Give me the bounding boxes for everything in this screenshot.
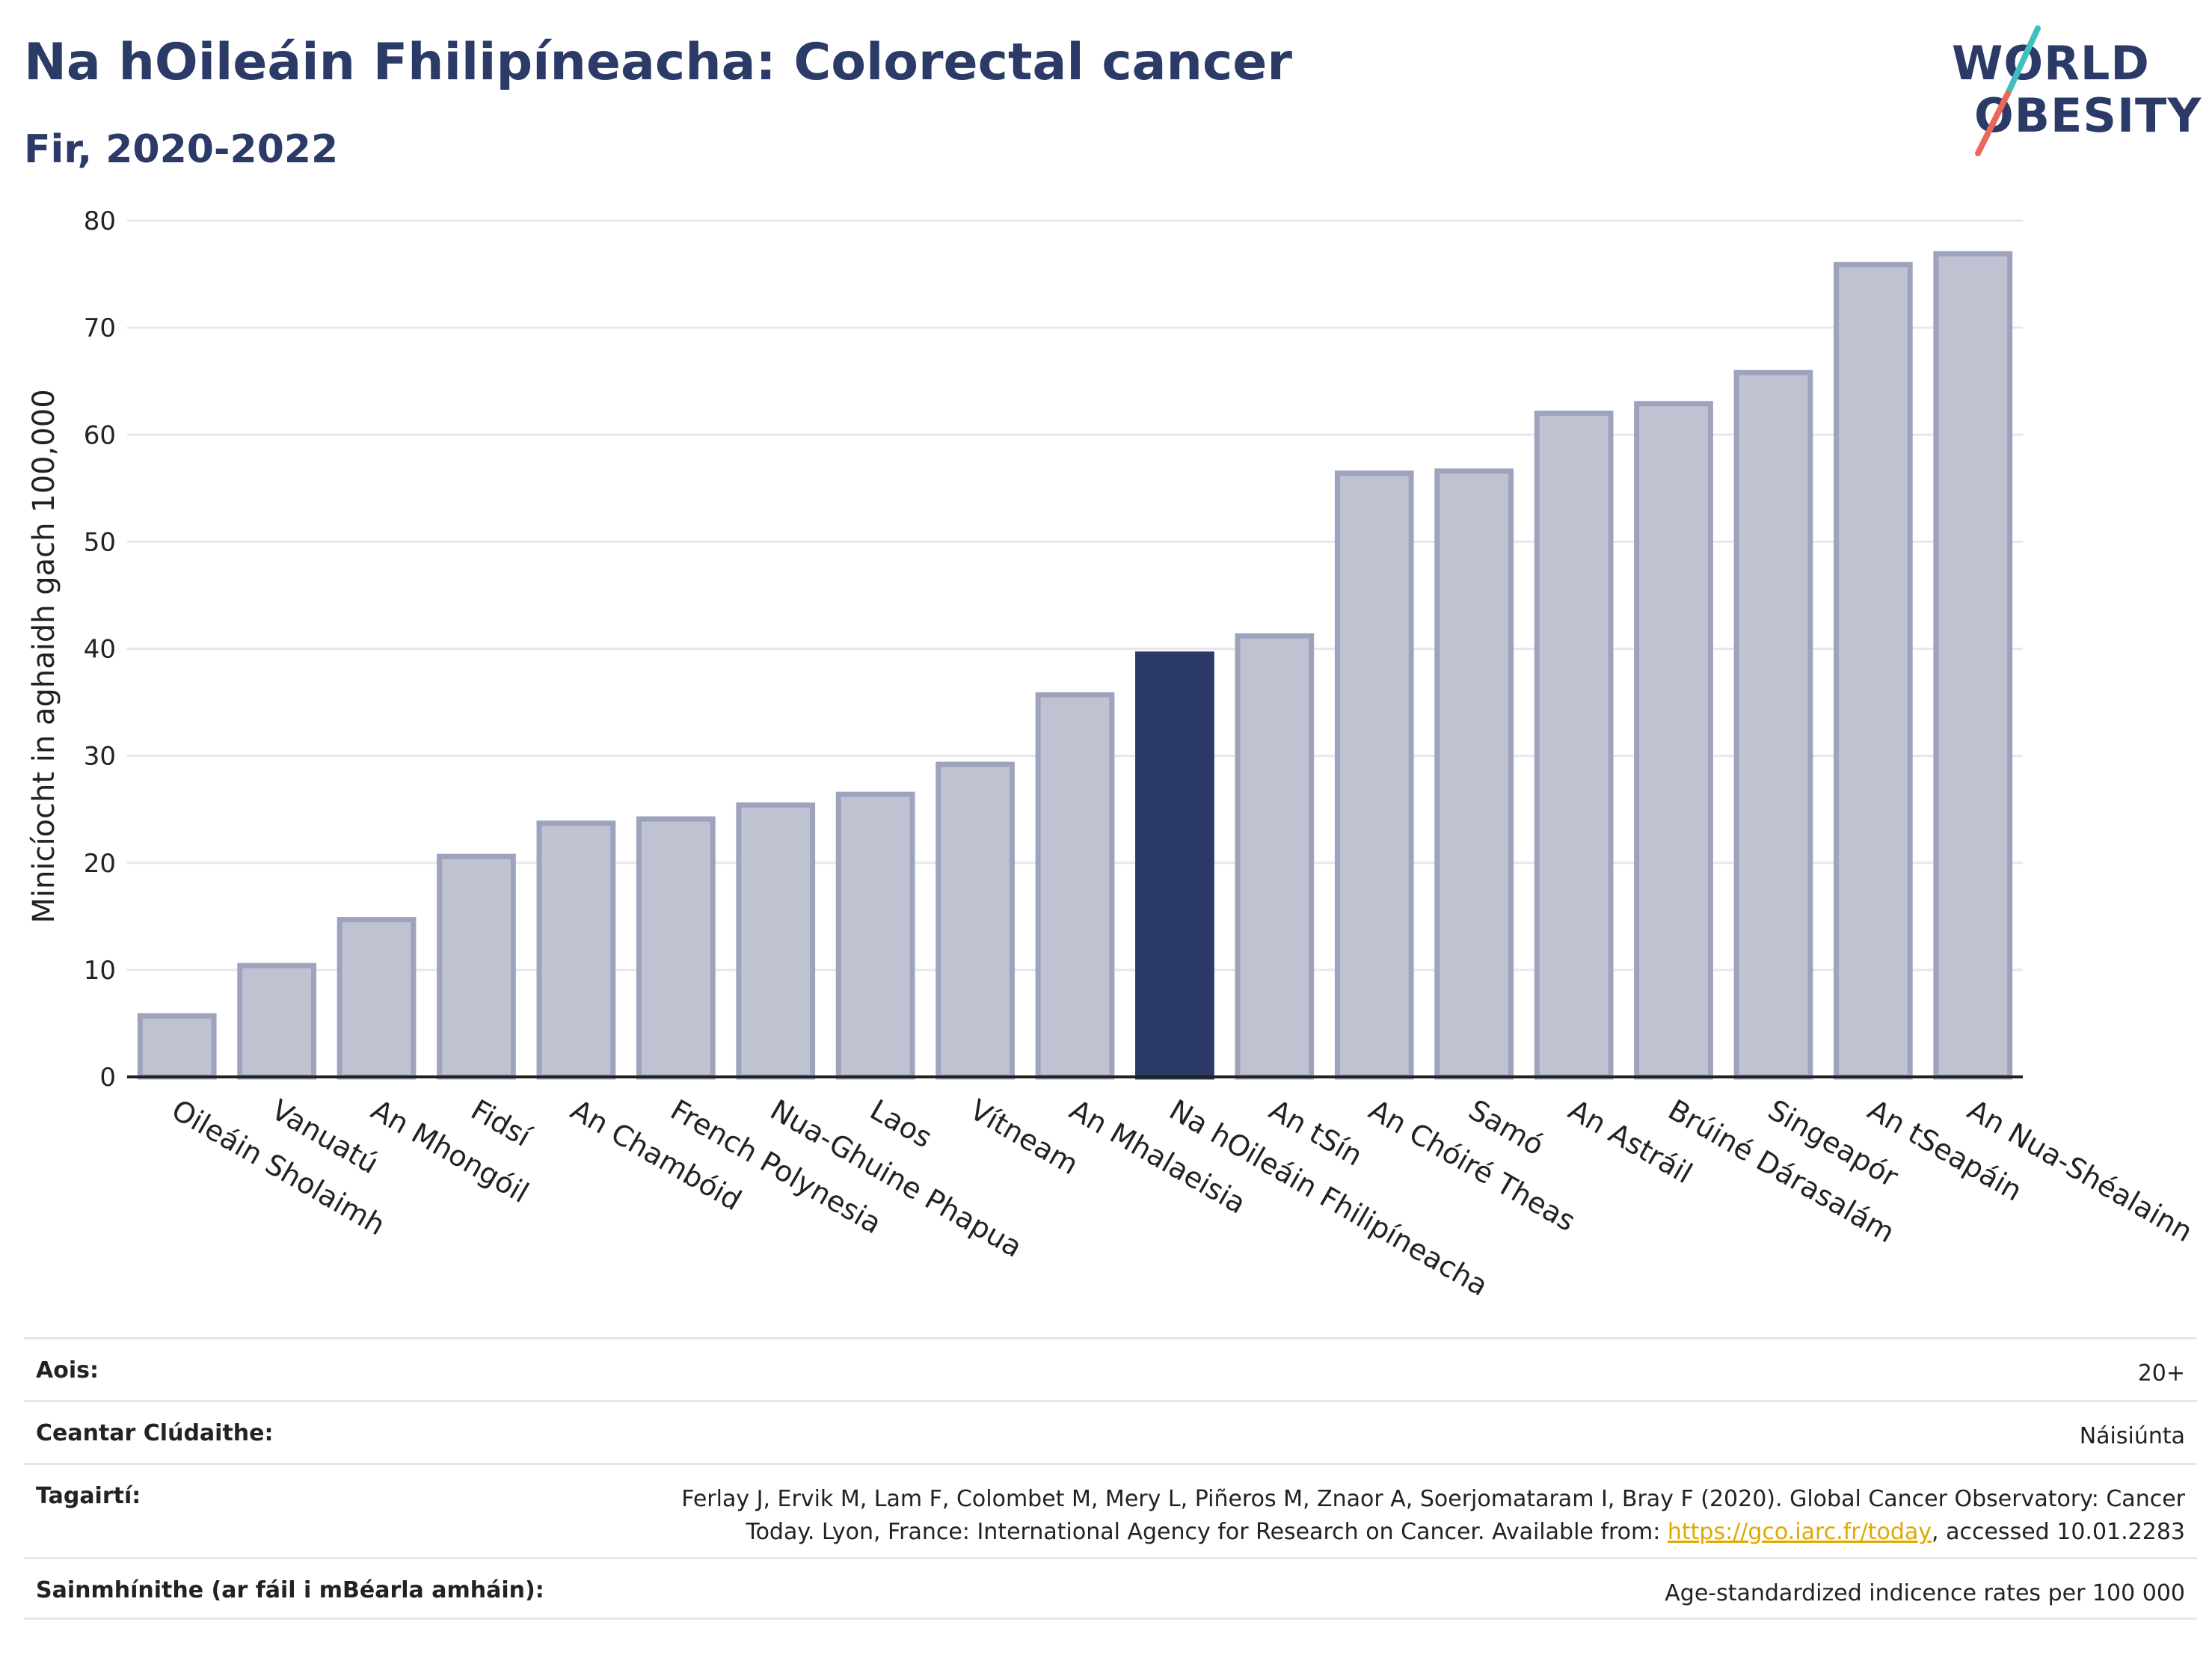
bar [1035, 692, 1115, 1080]
bar [1534, 411, 1614, 1080]
y-tick-label: 0 [99, 1063, 116, 1093]
bar [1834, 262, 1913, 1080]
bar [736, 802, 816, 1080]
chart-subtitle: Fir, 2020-2022 [24, 127, 339, 172]
bar [137, 1013, 217, 1080]
x-tick-label: An Chambóid [565, 1093, 747, 1218]
bar [1733, 369, 1813, 1080]
bar [1334, 470, 1414, 1080]
y-axis-ticks: 0 10 20 30 40 50 60 70 80 [84, 206, 116, 1093]
reference-line2-post: , accessed 10.01.2283 [1932, 1519, 2185, 1545]
bar [636, 816, 716, 1080]
bar [337, 917, 417, 1080]
footer-label-coverage: Ceantar Clúdaithe: [36, 1420, 274, 1446]
x-tick-label: Vítneam [965, 1093, 1084, 1182]
y-tick-label: 40 [84, 635, 116, 665]
bar [237, 962, 316, 1080]
y-tick-label: 50 [84, 527, 116, 557]
y-tick-label: 80 [84, 206, 116, 236]
y-tick-label: 60 [84, 420, 116, 450]
bar-highlighted [1135, 651, 1214, 1080]
x-tick-label: Laos [864, 1093, 938, 1155]
bars [137, 251, 2013, 1080]
bar [936, 761, 1015, 1080]
y-tick-label: 30 [84, 742, 116, 772]
footer-label-age: Aois: [36, 1357, 99, 1384]
footer-value-references: Ferlay J, Ervik M, Lam F, Colombet M, Me… [681, 1483, 2185, 1549]
footer-label-definitions: Sainmhínithe (ar fáil i mBéarla amháin): [36, 1577, 544, 1603]
x-tick-label: An Mhalaeisia [1064, 1093, 1251, 1220]
bar [437, 853, 516, 1080]
chart-title: Na hOileáin Fhilipíneacha: Colorectal ca… [24, 33, 1292, 92]
bar [1634, 401, 1713, 1080]
y-tick-label: 70 [84, 313, 116, 343]
footer-row-references: Tagairtí: Ferlay J, Ervik M, Lam F, Colo… [24, 1463, 2197, 1557]
footer-row-coverage: Ceantar Clúdaithe: Náisiúnta [24, 1400, 2197, 1463]
bar [536, 820, 616, 1080]
y-tick-label: 10 [84, 956, 116, 986]
y-tick-label: 20 [84, 849, 116, 879]
logo-line2: OBESITY [1974, 88, 2202, 143]
bar [1235, 633, 1315, 1080]
bar [1933, 251, 2013, 1080]
x-tick-label: Fidsí [465, 1093, 537, 1154]
chart-footer: Aois: 20+ Ceantar Clúdaithe: Náisiúnta T… [24, 1337, 2197, 1620]
footer-label-references: Tagairtí: [36, 1483, 141, 1509]
reference-line1: Ferlay J, Ervik M, Lam F, Colombet M, Me… [681, 1486, 2185, 1512]
y-axis-label: Minicíocht in aghaidh gach 100,000 [27, 389, 61, 923]
footer-row-definitions: Sainmhínithe (ar fáil i mBéarla amháin):… [24, 1557, 2197, 1620]
bar [835, 791, 915, 1080]
footer-value-coverage: Náisiúnta [2079, 1423, 2185, 1449]
reference-link[interactable]: https://gco.iarc.fr/today [1667, 1519, 1932, 1545]
logo-slash-icon [1975, 25, 2041, 156]
footer-value-definitions: Age-standardized indicence rates per 100… [1665, 1580, 2185, 1606]
reference-line2-pre: Today. Lyon, France: International Agenc… [746, 1519, 1668, 1545]
bar [1434, 468, 1514, 1080]
footer-value-age: 20+ [2137, 1360, 2185, 1387]
logo-line1: WORLD [1952, 36, 2150, 90]
bar-chart: 0 10 20 30 40 50 60 70 80 Oileáin SholaimhVanuat… [27, 206, 2198, 1303]
footer-row-age: Aois: 20+ [24, 1337, 2197, 1400]
world-obesity-logo: WORLD OBESITY [1952, 22, 2202, 165]
